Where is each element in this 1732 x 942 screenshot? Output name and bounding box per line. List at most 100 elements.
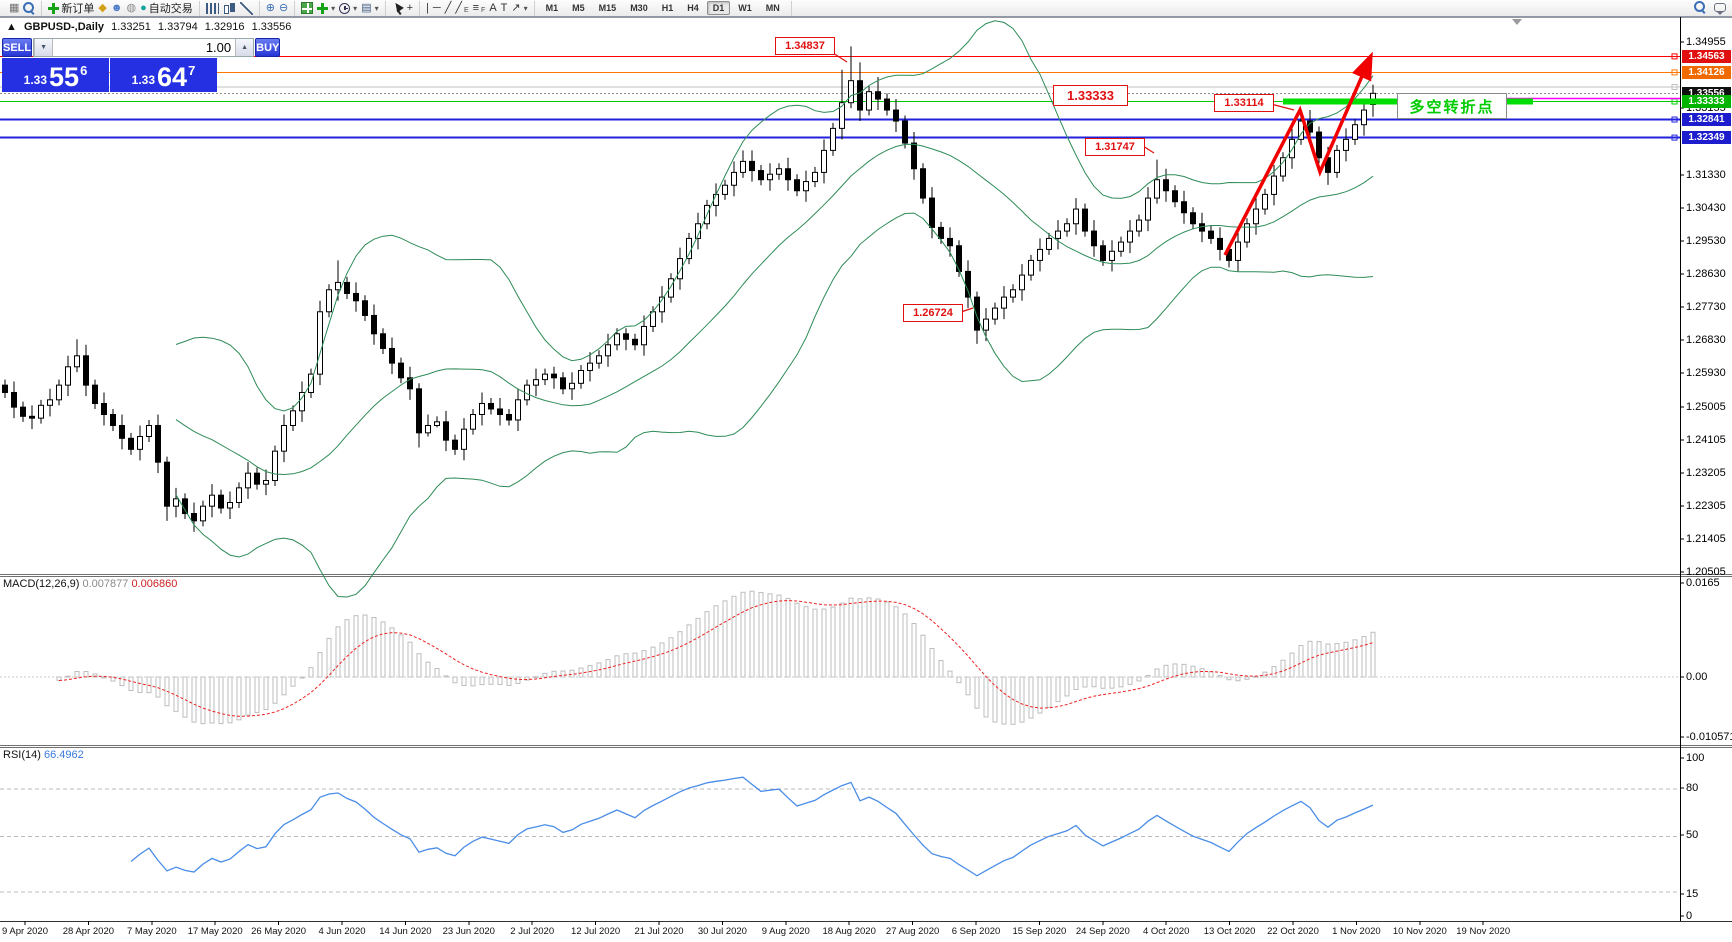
time-axis-label[interactable]: 30 Jul 2020: [697, 926, 747, 937]
time-axis-label[interactable]: 7 May 2020: [126, 926, 177, 937]
time-axis-label[interactable]: 2 Jul 2020: [510, 926, 555, 937]
sell-button[interactable]: SELL: [2, 38, 33, 57]
chart-title: ▲ GBPUSD-,Daily 1.33251 1.33794 1.32916 …: [6, 21, 295, 33]
buy-button[interactable]: BUY: [255, 38, 281, 57]
price-axis-tick: 1.30430: [1686, 201, 1726, 214]
timeframe-m5[interactable]: M5: [572, 3, 585, 13]
templates-button[interactable]: ▤ ▾: [359, 1, 380, 16]
open-value: 1.33251: [111, 21, 151, 33]
time-axis-label[interactable]: 22 Oct 2020: [1267, 926, 1319, 937]
time-axis-label[interactable]: 24 Sep 2020: [1075, 926, 1130, 937]
rsi-axis-tick: 100: [1686, 752, 1705, 764]
time-axis-label[interactable]: 1 Nov 2020: [1332, 926, 1381, 937]
panel-expand-arrow[interactable]: ▲: [6, 21, 17, 33]
price-callout-1.33114[interactable]: 1.33114: [1214, 94, 1274, 112]
crosshair-button[interactable]: +: [405, 1, 415, 16]
chevron-down-icon: ▾: [523, 3, 528, 13]
buy-price-display[interactable]: 1.33 64 7: [110, 58, 217, 92]
zoom-out-button[interactable]: ⊖: [277, 1, 290, 16]
periods-icon: [339, 2, 351, 14]
time-axis-label[interactable]: 15 Sep 2020: [1012, 926, 1067, 937]
timeframe-mn[interactable]: MN: [765, 3, 780, 13]
timeframe-w1[interactable]: W1: [738, 3, 752, 13]
indicators-button[interactable]: ▾: [315, 1, 337, 16]
bollinger-band-line: [175, 143, 1374, 476]
turning-point-annotation[interactable]: 多空转折点: [1397, 93, 1507, 119]
sell-price-display[interactable]: 1.33 55 6: [2, 58, 109, 92]
rsi-axis-tick: 15: [1686, 888, 1699, 900]
text-button[interactable]: A: [487, 1, 498, 16]
time-axis-label[interactable]: 26 May 2020: [251, 926, 307, 937]
time-axis-label[interactable]: 4 Oct 2020: [1142, 926, 1190, 937]
signal-button[interactable]: ◍: [124, 1, 138, 16]
timeframe-m30[interactable]: M30: [630, 3, 648, 13]
price-callout-1.33333[interactable]: 1.33333: [1053, 85, 1128, 106]
time-axis-label[interactable]: 17 May 2020: [187, 926, 243, 937]
candlestick-chart-button[interactable]: [221, 1, 238, 16]
time-axis-label[interactable]: 10 Nov 2020: [1392, 926, 1447, 937]
arrows-button[interactable]: ↗ ▾: [509, 1, 529, 16]
trendline-button[interactable]: ╱: [443, 1, 454, 16]
equidistant-channel-button[interactable]: ╱ E: [455, 2, 469, 14]
chat-icon[interactable]: [1714, 3, 1726, 15]
periods-button[interactable]: ▾: [337, 1, 359, 16]
volume-input[interactable]: [53, 39, 236, 56]
rsi-axis-tick: 80: [1686, 782, 1699, 794]
buy-price-main: 64: [157, 62, 188, 92]
timeframe-m1[interactable]: M1: [545, 3, 559, 13]
new-chart-button[interactable]: ▦: [7, 1, 21, 16]
autotrading-button[interactable]: ● 自动交易: [140, 2, 193, 15]
time-axis-label[interactable]: 12 Jul 2020: [571, 926, 621, 937]
search-icon[interactable]: [1694, 1, 1706, 13]
chart-shift-marker-icon[interactable]: [1512, 19, 1522, 25]
zoom-in-button[interactable]: ⊕: [264, 1, 277, 16]
candlesticks: [2, 46, 1376, 532]
time-axis-label[interactable]: 27 Aug 2020: [885, 926, 940, 937]
timeframe-h4[interactable]: H4: [687, 3, 699, 13]
time-axis-label[interactable]: 6 Sep 2020: [951, 926, 1001, 937]
timeframe-m15[interactable]: M15: [598, 3, 617, 13]
volume-down-button[interactable]: ▼: [34, 39, 54, 56]
publisher-button[interactable]: ☻: [109, 1, 125, 16]
price-axis-tick: 1.28630: [1686, 268, 1726, 280]
macd-histogram: [56, 590, 1376, 725]
macd-label: MACD(12,26,9) 0.007877 0.006860: [3, 578, 178, 590]
time-axis-label[interactable]: 4 Jun 2020: [318, 926, 366, 937]
profiles-button[interactable]: [21, 1, 37, 16]
volume-up-button[interactable]: ▲: [235, 39, 254, 56]
fibonacci-button[interactable]: ≡ F: [472, 2, 486, 14]
main-toolbar: ▦ 新订单 ◆ ☻ ◍ ● 自动交易 ⊕ ⊖ ▾ ▾ ▤ ▾ + | ─ ╱ ╱ E ≡ F A T ↗ ▾ M1 M5 M15 M30…: [0, 0, 1732, 17]
timeframe-h1[interactable]: H1: [661, 3, 674, 13]
styles-button[interactable]: ◆: [96, 1, 108, 16]
zoom-out-icon: ⊖: [278, 2, 289, 14]
price-axis-tick: 1.25930: [1686, 367, 1726, 380]
time-axis-label[interactable]: 13 Oct 2020: [1203, 926, 1256, 937]
price-axis-tick: 1.26830: [1686, 334, 1726, 347]
price-callout-1.26724[interactable]: 1.26724: [903, 304, 963, 322]
time-axis-label[interactable]: 23 Jun 2020: [442, 926, 495, 937]
time-axis-label[interactable]: 18 Aug 2020: [822, 926, 876, 937]
price-callout-1.34837[interactable]: 1.34837: [775, 37, 835, 55]
bar-chart-button[interactable]: [204, 1, 221, 16]
time-axis-label[interactable]: 28 Apr 2020: [62, 926, 115, 937]
candlestick-chart-icon: [223, 2, 236, 15]
vertical-line-button[interactable]: |: [424, 1, 431, 16]
horizontal-line-button[interactable]: ─: [431, 1, 443, 16]
new-order-button[interactable]: 新订单: [46, 1, 96, 16]
time-axis-label[interactable]: 9 Apr 2020: [2, 926, 48, 937]
time-axis-label[interactable]: 9 Aug 2020: [761, 926, 810, 937]
cursor-button[interactable]: [390, 1, 405, 16]
trend-arrow-object[interactable]: [1223, 51, 1373, 256]
chevron-down-icon: ▾: [353, 3, 358, 13]
price-callout-1.31747[interactable]: 1.31747: [1085, 138, 1145, 156]
time-axis-label[interactable]: 21 Jul 2020: [634, 926, 684, 937]
publisher-icon: ☻: [110, 2, 123, 14]
time-axis-label[interactable]: 19 Nov 2020: [1456, 926, 1511, 937]
text-label-button[interactable]: T: [499, 1, 510, 16]
tile-windows-button[interactable]: [299, 1, 315, 16]
price-axis[interactable]: [1680, 17, 1732, 921]
time-axis-label[interactable]: 14 Jun 2020: [379, 926, 432, 937]
line-chart-button[interactable]: [238, 1, 255, 16]
timeframe-d1[interactable]: D1: [706, 1, 731, 15]
